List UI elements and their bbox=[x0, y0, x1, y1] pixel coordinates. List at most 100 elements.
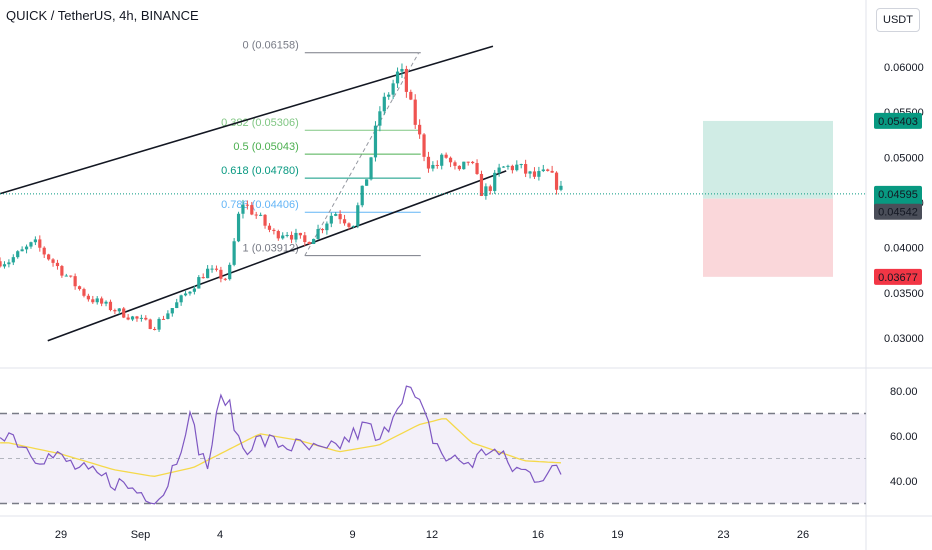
candle-body bbox=[466, 161, 470, 163]
time-tick-label: 16 bbox=[532, 529, 544, 541]
candle-body bbox=[541, 169, 545, 172]
candle-body bbox=[197, 277, 201, 289]
candle-body bbox=[391, 83, 395, 95]
candle-body bbox=[342, 219, 347, 224]
candle-body bbox=[82, 289, 86, 296]
candle-body bbox=[532, 171, 537, 177]
candle-body bbox=[360, 185, 364, 206]
candle-body bbox=[422, 134, 426, 157]
candle-body bbox=[175, 302, 179, 309]
candle-body bbox=[285, 234, 289, 236]
candle-body bbox=[33, 239, 37, 243]
candle-body bbox=[104, 301, 108, 304]
stop-price-badge: 0.03677 bbox=[878, 272, 918, 284]
candle-body bbox=[418, 124, 422, 135]
chart-title: QUICK / TetherUS, 4h, BINANCE bbox=[6, 8, 199, 23]
currency-button[interactable]: USDT bbox=[876, 8, 920, 32]
candle-body bbox=[289, 234, 294, 240]
candle-body bbox=[537, 171, 541, 177]
candle-body bbox=[241, 204, 245, 214]
candle-body bbox=[130, 316, 135, 320]
rsi-tick-label: 40.00 bbox=[890, 476, 918, 488]
current-price-badge: 0.04595 bbox=[878, 189, 918, 201]
rsi-tick-label: 60.00 bbox=[890, 431, 918, 443]
price-tick-label: 0.03500 bbox=[884, 288, 924, 300]
candle-body bbox=[281, 235, 285, 239]
time-tick-label: 23 bbox=[717, 529, 729, 541]
fib-level-label: 0.382 (0.05306) bbox=[221, 117, 299, 129]
fib-level-label: 0.786 (0.04406) bbox=[221, 199, 299, 211]
fibonacci-trend-line bbox=[304, 52, 420, 256]
candle-body bbox=[148, 319, 152, 329]
candle-body bbox=[139, 317, 143, 319]
channel-upper-line[interactable] bbox=[0, 45, 494, 195]
candle-body bbox=[395, 71, 400, 84]
candle-body bbox=[546, 169, 550, 171]
candle-body bbox=[55, 262, 60, 267]
time-tick-label: 29 bbox=[55, 529, 67, 541]
candle-body bbox=[448, 157, 453, 163]
candle-body bbox=[24, 246, 29, 250]
candle-body bbox=[409, 91, 413, 100]
candle-body bbox=[179, 295, 183, 303]
candle-body bbox=[329, 215, 333, 224]
candle-body bbox=[515, 164, 519, 171]
candle-body bbox=[387, 94, 391, 97]
candle-body bbox=[245, 204, 249, 206]
candle-body bbox=[325, 223, 329, 231]
candle-body bbox=[378, 111, 382, 126]
profit-zone[interactable] bbox=[703, 120, 833, 199]
candle-body bbox=[365, 179, 369, 186]
candle-body bbox=[157, 318, 161, 330]
candle-body bbox=[351, 225, 355, 227]
candle-body bbox=[73, 276, 77, 287]
rsi-axis[interactable]: 80.00 60.00 40.00 bbox=[890, 386, 918, 488]
candle-body bbox=[69, 275, 73, 277]
fibonacci-retracement[interactable]: 0 (0.06158) 0.382 (0.05306) 0.5 (0.05043) 0… bbox=[221, 40, 421, 257]
candle-body bbox=[338, 214, 342, 220]
fib-level-label: 0.5 (0.05043) bbox=[233, 141, 298, 153]
candle-body bbox=[16, 251, 20, 258]
price-tick-label: 0.05000 bbox=[884, 152, 924, 164]
candle-body bbox=[126, 317, 130, 320]
stop-price-badge-bg bbox=[874, 268, 922, 285]
candle-body bbox=[524, 164, 528, 174]
time-tick-label: 19 bbox=[611, 529, 623, 541]
candle-body bbox=[554, 172, 559, 190]
candle-body bbox=[219, 269, 223, 279]
candle-body bbox=[228, 264, 232, 280]
candle-body bbox=[214, 268, 219, 270]
candle-body bbox=[223, 278, 227, 280]
time-tick-label: 12 bbox=[426, 529, 438, 541]
candle-body bbox=[426, 156, 431, 169]
candle-body bbox=[382, 96, 386, 112]
candle-body bbox=[100, 298, 104, 304]
candle-body bbox=[356, 205, 360, 226]
candle-body bbox=[457, 165, 461, 170]
price-tick-label: 0.04000 bbox=[884, 243, 924, 255]
candle-body bbox=[77, 286, 82, 290]
loss-zone[interactable] bbox=[703, 198, 833, 277]
candle-body bbox=[60, 266, 64, 276]
candle-body bbox=[192, 288, 196, 292]
channel-lower-line[interactable] bbox=[47, 170, 507, 342]
candle-body bbox=[2, 264, 7, 267]
candle-body bbox=[294, 232, 298, 240]
target-price-badge: 0.05403 bbox=[878, 116, 918, 128]
candle-body bbox=[493, 172, 497, 191]
candle-body bbox=[369, 157, 373, 180]
candle-body bbox=[7, 262, 11, 265]
candle-body bbox=[303, 235, 307, 243]
candle-body bbox=[479, 173, 484, 196]
candle-body bbox=[444, 154, 448, 158]
candle-body bbox=[347, 223, 351, 227]
entry-price-badge: 0.04542 bbox=[878, 207, 918, 219]
candle-body bbox=[144, 317, 148, 320]
candle-body bbox=[20, 249, 24, 252]
time-axis[interactable]: 2629Sep491216192326 bbox=[0, 529, 809, 541]
candle-body bbox=[42, 247, 46, 255]
candle-body bbox=[38, 239, 42, 248]
candle-body bbox=[232, 241, 236, 265]
